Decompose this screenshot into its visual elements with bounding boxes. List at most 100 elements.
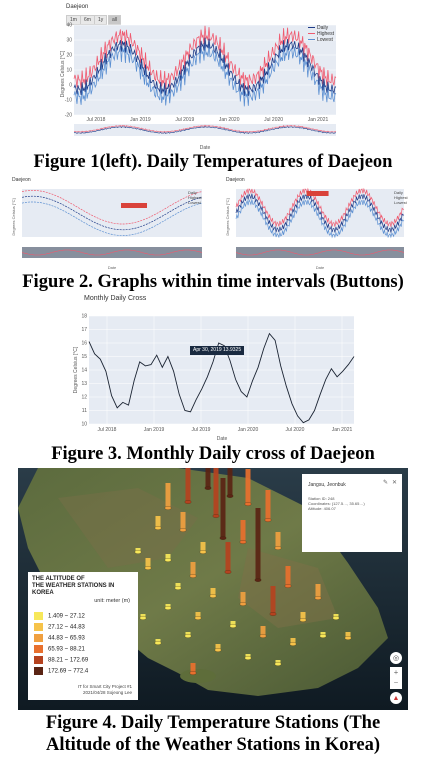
station-altitude-bar — [333, 614, 339, 618]
figure-4-caption-line-1: Figure 4. Daily Temperature Stations (Th… — [45, 713, 381, 733]
map-controls: ◎ + − ▲ — [388, 652, 404, 704]
y-tick-label: 17 — [81, 327, 87, 333]
station-altitude-bar — [265, 490, 271, 520]
figure-3-ylabel: Degrees Celsius [°C] — [73, 346, 79, 393]
legend-item-lowest[interactable]: Lowest — [308, 37, 334, 43]
x-tick-label: Jul 2020 — [264, 117, 283, 123]
station-marker — [229, 624, 237, 628]
station-marker — [164, 558, 172, 562]
legend-item-highest[interactable]: Highest — [188, 195, 202, 200]
legend-swatch — [34, 656, 43, 664]
range-button-all[interactable]: all — [108, 15, 122, 25]
figure-1-daily-temperatures: Daejeon 1m 6m 1y all 40 30 20 10 0 -10 -20 Jul … — [60, 3, 360, 153]
station-marker — [209, 594, 217, 598]
figure-2-right-chart: Degrees Celsius [°C] Date — [225, 187, 405, 270]
station-altitude-bar — [155, 639, 161, 643]
station-marker — [219, 536, 227, 540]
station-altitude-bar — [210, 588, 216, 596]
station-marker — [332, 616, 340, 620]
station-altitude-bar — [135, 548, 141, 552]
highlighted-interval — [121, 203, 147, 208]
station-marker — [344, 636, 352, 640]
legend-row: 27.12 ~ 44.83 — [34, 623, 85, 632]
zoom-out-icon[interactable]: − — [390, 678, 402, 689]
station-altitude-bar — [165, 604, 171, 608]
station-altitude-bar — [290, 638, 296, 644]
legend-range-label: 65.93 ~ 88.21 — [48, 646, 85, 653]
series-line-lowest — [235, 198, 405, 239]
figure-4-station-markers — [124, 468, 352, 675]
station-marker — [274, 546, 282, 550]
station-altitude-bar — [165, 483, 171, 508]
station-marker — [239, 540, 247, 544]
slider-line — [21, 249, 203, 256]
highlighted-interval — [306, 191, 329, 196]
station-altitude-bar — [185, 468, 191, 502]
legend-item-daily[interactable]: Daily — [308, 25, 334, 31]
figure-3-title: Monthly Daily Cross — [84, 295, 147, 302]
legend-swatch — [34, 645, 43, 653]
figure-2-right-plot-area — [236, 189, 404, 237]
legend-item-lowest[interactable]: Lowest — [188, 200, 201, 205]
station-altitude-bar — [255, 508, 261, 580]
figure-1-range-slider[interactable] — [74, 124, 336, 136]
legend-row: 172.69 ~ 772.4 — [34, 667, 88, 676]
legend-item-lowest[interactable]: Lowest — [394, 200, 407, 205]
station-altitude-bar — [245, 654, 251, 658]
station-altitude-bar — [145, 558, 151, 568]
station-altitude-bar — [300, 612, 306, 620]
legend-swatch-daily — [308, 26, 315, 29]
x-tick-label: Jul 2020 — [286, 427, 305, 433]
station-altitude-bar — [230, 621, 236, 626]
x-tick-label: Jan 2019 — [144, 427, 165, 433]
station-marker — [174, 586, 182, 590]
station-altitude-bar — [320, 632, 326, 636]
station-marker — [144, 566, 152, 570]
station-altitude-bar — [213, 468, 219, 516]
legend-range-label: 1.409 ~ 27.12 — [48, 613, 85, 620]
legend-title-line-1: THE ALTITUDE OF — [32, 576, 85, 582]
station-altitude-bar — [200, 542, 206, 552]
series-line-daily — [21, 195, 203, 231]
compass-icon[interactable]: ▲ — [390, 692, 402, 704]
station-altitude-bar — [195, 612, 201, 618]
y-tick-label: 40 — [66, 23, 72, 29]
y-tick-label: 11 — [82, 408, 87, 414]
legend-item-highest[interactable]: Highest — [308, 31, 334, 37]
station-marker — [164, 606, 172, 610]
station-marker — [199, 550, 207, 554]
legend-swatch — [34, 634, 43, 642]
zoom-in-icon[interactable]: + — [390, 667, 402, 678]
y-tick-label: -20 — [65, 113, 72, 119]
station-altitude-bar — [165, 554, 171, 560]
slider-line — [235, 249, 405, 256]
close-icon[interactable]: ✕ — [391, 480, 397, 486]
x-tick-label: Jul 2019 — [192, 427, 211, 433]
station-marker — [226, 494, 234, 498]
info-card-coordinates: Coordinates: (127.5…, 35.65…) — [308, 501, 365, 506]
legend-item-daily[interactable]: Daily — [188, 190, 197, 195]
station-altitude-bar — [245, 469, 251, 504]
figure-1-xlabel: Date — [200, 145, 211, 151]
station-marker — [184, 500, 192, 504]
legend-footer: IT for Smart City Project #1 2021/04/28 … — [77, 684, 132, 695]
locate-icon[interactable]: ◎ — [390, 652, 402, 664]
legend-item-daily[interactable]: Daily — [394, 190, 403, 195]
station-altitude-bar — [220, 478, 226, 538]
station-marker — [164, 506, 172, 510]
station-marker — [212, 514, 220, 518]
station-altitude-bar — [140, 614, 146, 618]
legend-item-highest[interactable]: Highest — [394, 195, 408, 200]
figure-2-right-title: Daejeon — [226, 177, 245, 183]
figure-4-map[interactable]: Jangsu, Jeonbuk Station ID: 248 Coordina… — [18, 468, 408, 710]
range-button-1y[interactable]: 1y — [94, 15, 108, 25]
jeju-island — [180, 669, 216, 683]
edit-icon[interactable]: ✎ — [382, 480, 388, 486]
legend-swatch-lowest — [308, 38, 315, 41]
station-marker — [214, 648, 222, 652]
figure-2-right-ylabel: Degrees Celsius [°C] — [225, 198, 230, 235]
figure-2-left-plot-area — [22, 189, 202, 237]
station-altitude-bar — [175, 583, 181, 588]
legend-title-line-2: THE WEATHER STATIONS IN KOREA — [32, 583, 115, 596]
figure-3-monthly-daily-cross: Monthly Daily Cross 18 17 16 15 14 13 12 11 10 Ju… — [72, 294, 362, 444]
